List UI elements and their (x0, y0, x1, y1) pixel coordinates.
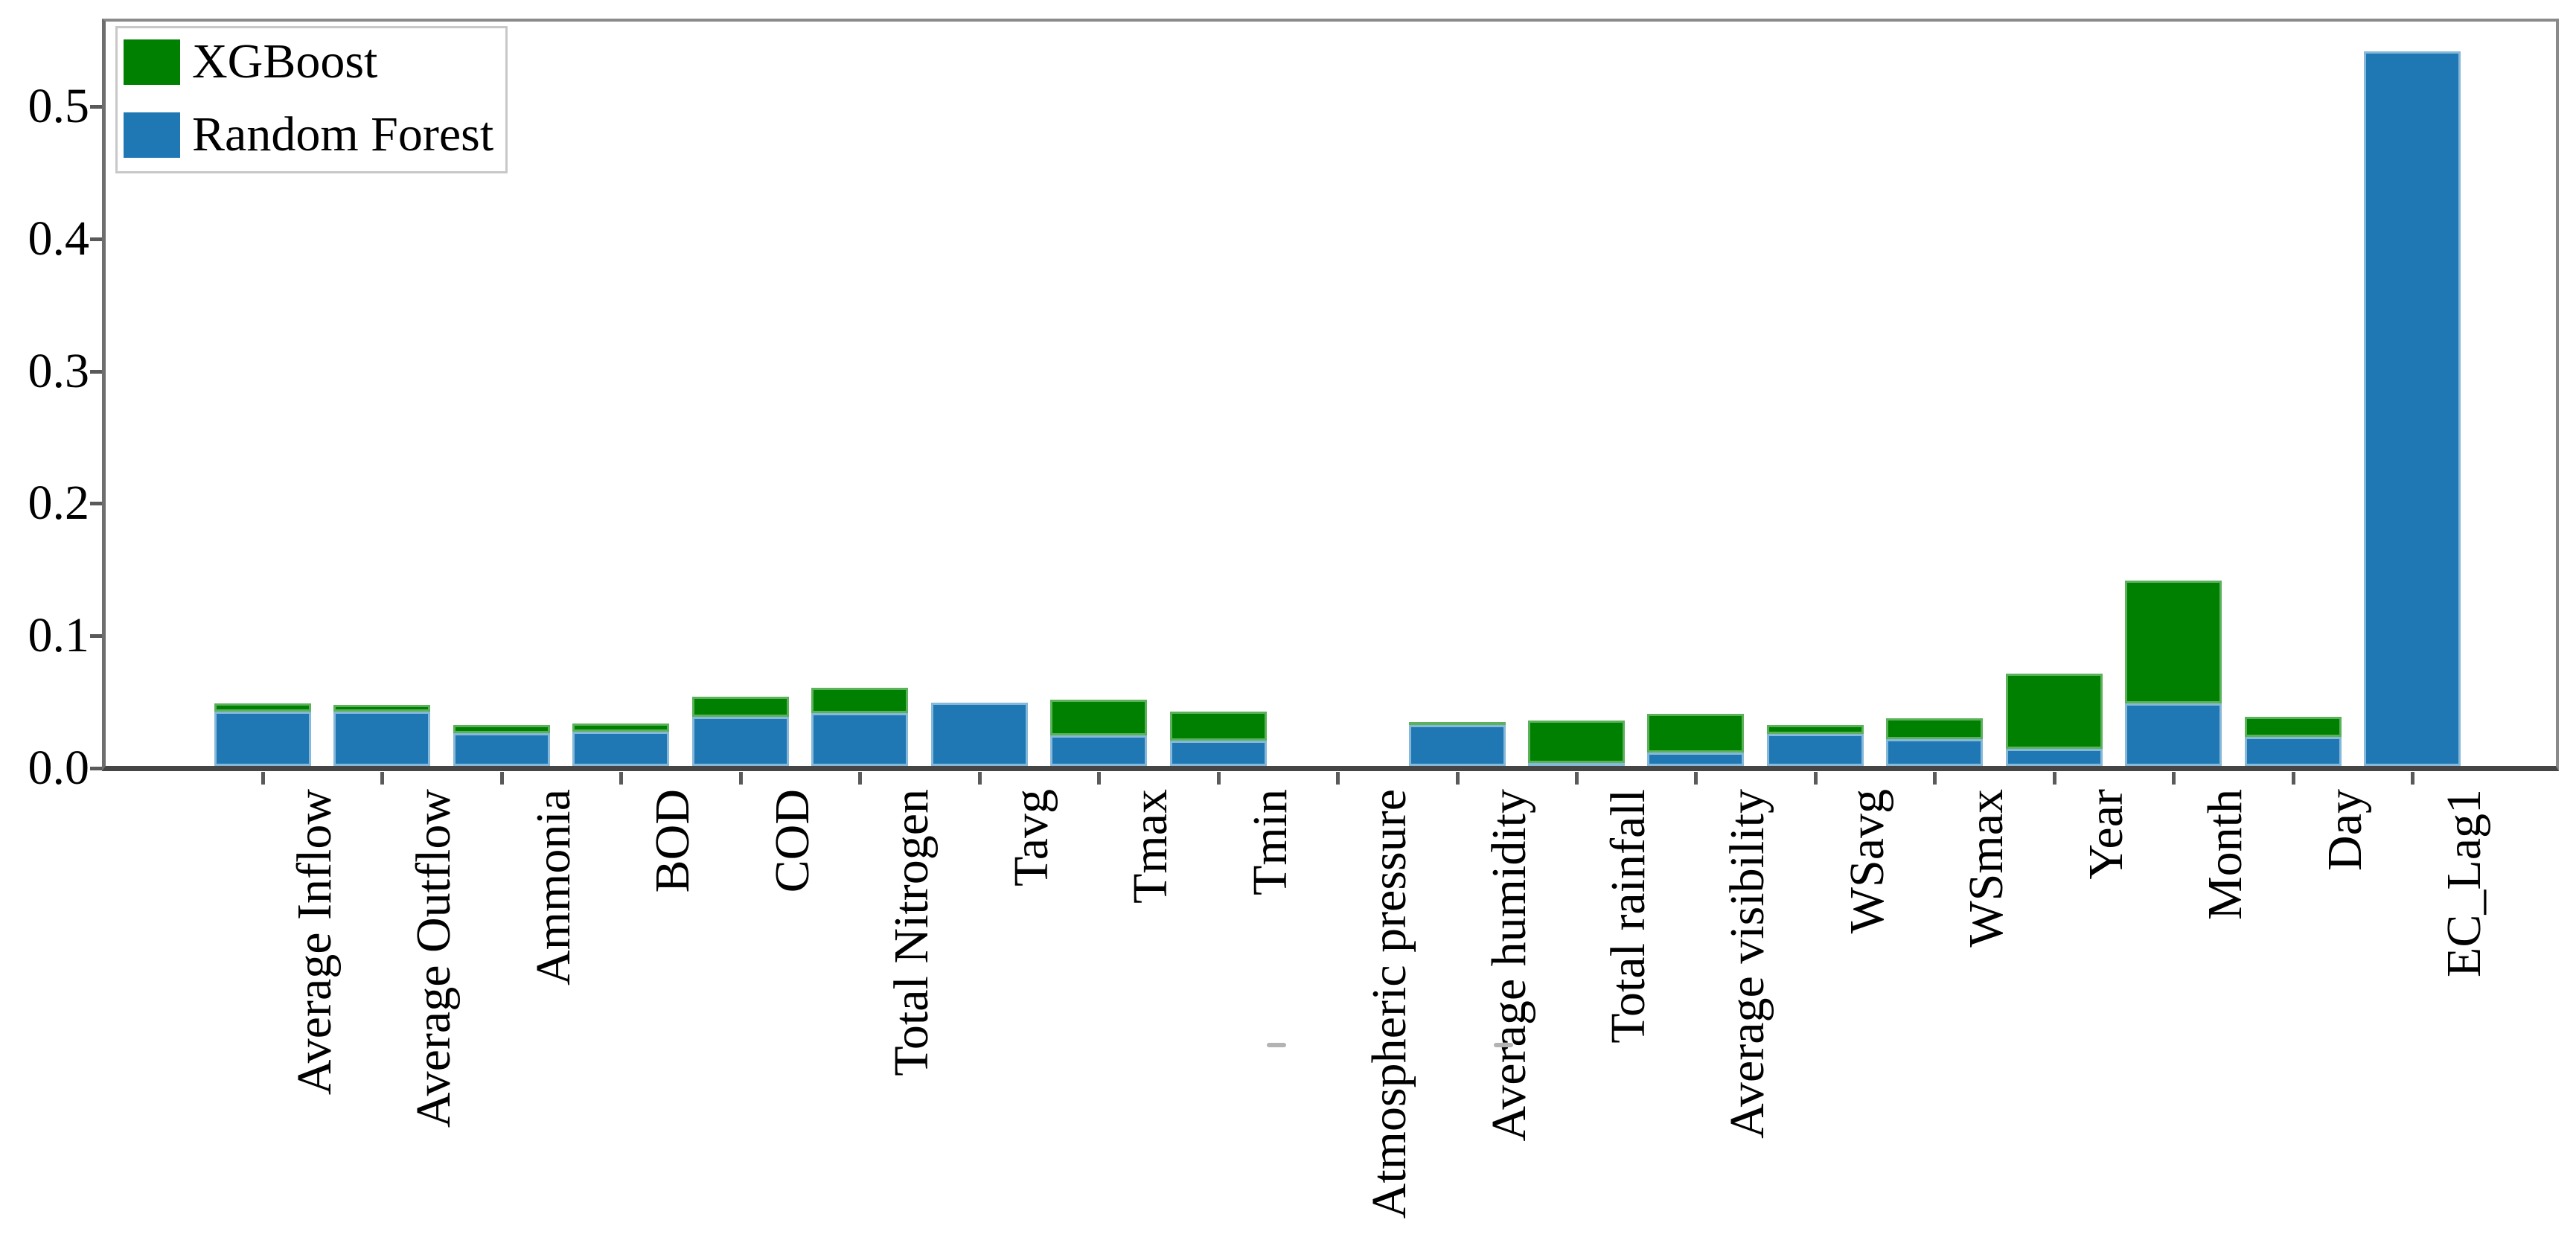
y-axis-tick (90, 767, 102, 770)
legend-label-random-forest: Random Forest (192, 107, 494, 162)
x-axis-label: Year (2078, 789, 2133, 880)
bar-segment-random-forest (1050, 735, 1148, 766)
x-axis-label: Average Inflow (287, 789, 342, 1096)
plot-area (102, 19, 2559, 771)
x-axis-label: Month (2198, 789, 2253, 921)
x-axis-tick (1097, 772, 1102, 785)
bar-segment-random-forest (691, 717, 789, 766)
legend-row-xgboost: XGBoost (124, 35, 493, 89)
x-axis-label: EC_Lag1 (2437, 789, 2492, 977)
legend-swatch-random-forest (124, 112, 180, 158)
bar-segment-xgboost (1050, 700, 1148, 735)
x-axis-tick (1813, 772, 1818, 785)
y-axis-tick (90, 502, 102, 506)
x-axis-label: Day (2317, 789, 2372, 871)
smudge-artifact (1494, 1043, 1513, 1047)
x-axis-label: Tmin (1242, 789, 1297, 895)
y-axis-tick-label: 0.2 (28, 476, 90, 531)
x-axis-tick (738, 772, 743, 785)
bar-segment-xgboost (2005, 674, 2103, 749)
bar-segment-random-forest (1169, 741, 1267, 766)
bar-segment-xgboost (333, 705, 431, 712)
bar-segment-xgboost (572, 723, 670, 732)
x-axis-label: Average humidity (1481, 789, 1536, 1142)
x-axis-label: WSmax (1959, 789, 2014, 948)
legend-label-xgboost: XGBoost (192, 34, 378, 89)
bar-segment-random-forest (1647, 753, 1745, 766)
x-axis-tick (1336, 772, 1340, 785)
x-axis-label: Atmospheric pressure (1362, 789, 1417, 1219)
legend-row-random-forest: Random Forest (124, 108, 493, 162)
legend-swatch-xgboost (124, 39, 180, 85)
x-axis-tick (1933, 772, 1937, 785)
bar-segment-xgboost (1766, 725, 1864, 734)
bar-segment-xgboost (1527, 721, 1625, 763)
x-axis-label: Tmax (1123, 789, 1178, 904)
x-axis-label: Total rainfall (1600, 789, 1655, 1044)
x-axis-tick (2291, 772, 2295, 785)
y-axis-tick-label: 0.3 (28, 343, 90, 398)
x-axis-tick (1455, 772, 1460, 785)
x-axis-label: WSavg (1839, 789, 1894, 934)
x-axis-tick (977, 772, 982, 785)
x-axis-label: Tavg (1003, 789, 1058, 887)
x-axis-tick (2052, 772, 2056, 785)
y-axis-tick (90, 634, 102, 639)
bar-segment-random-forest (453, 733, 550, 766)
y-axis-tick (90, 105, 102, 109)
x-axis-tick (1216, 772, 1221, 785)
bar-segment-random-forest (572, 732, 670, 766)
y-axis-tick-label: 0.0 (28, 741, 90, 795)
bar-segment-random-forest (2364, 51, 2461, 766)
bar-segment-random-forest (2125, 703, 2222, 766)
x-axis-tick (261, 772, 265, 785)
x-axis-tick (858, 772, 863, 785)
x-axis-tick (619, 772, 624, 785)
bar-segment-random-forest (1408, 725, 1506, 766)
x-axis-tick (380, 772, 385, 785)
smudge-artifact (1267, 1043, 1286, 1047)
bar-segment-xgboost (1169, 712, 1267, 741)
bar-segment-xgboost (1408, 722, 1506, 725)
bar-segment-random-forest (1766, 734, 1864, 766)
y-axis-tick-label: 0.1 (28, 608, 90, 663)
x-axis-label: COD (764, 789, 819, 893)
bar-segment-xgboost (811, 688, 909, 713)
y-axis-tick (90, 237, 102, 241)
bar-segment-xgboost (1886, 718, 1984, 739)
legend: XGBoost Random Forest (115, 26, 508, 173)
x-axis-tick (1574, 772, 1579, 785)
bar-segment-xgboost (453, 725, 550, 733)
bar-segment-random-forest (333, 712, 431, 766)
bar-segment-random-forest (811, 713, 909, 766)
bar-segment-xgboost (691, 697, 789, 717)
bar-segment-random-forest (1527, 763, 1625, 766)
bar-segment-xgboost (2244, 717, 2342, 737)
bar-segment-xgboost (214, 703, 311, 712)
bar-segment-xgboost (1647, 714, 1745, 753)
bar-segment-random-forest (2005, 749, 2103, 766)
x-axis-tick (499, 772, 504, 785)
x-axis-label: BOD (645, 789, 700, 893)
y-axis-tick (90, 369, 102, 374)
x-axis-label: Total Nitrogen (884, 789, 939, 1076)
bar-segment-random-forest (930, 703, 1028, 766)
x-axis-label: Ammonia (525, 789, 581, 986)
y-axis-tick-label: 0.4 (28, 211, 90, 266)
x-axis-label: Average visibility (1720, 789, 1775, 1139)
x-axis-tick (2172, 772, 2176, 785)
bar-segment-xgboost (2125, 581, 2222, 703)
x-axis-label: Average Outflow (406, 789, 461, 1128)
bar-segment-random-forest (214, 712, 311, 766)
y-axis-tick-label: 0.5 (28, 79, 90, 133)
x-axis-tick (1694, 772, 1698, 785)
x-axis-tick (2411, 772, 2415, 785)
bar-segment-random-forest (2244, 737, 2342, 766)
bar-segment-random-forest (1886, 739, 1984, 766)
